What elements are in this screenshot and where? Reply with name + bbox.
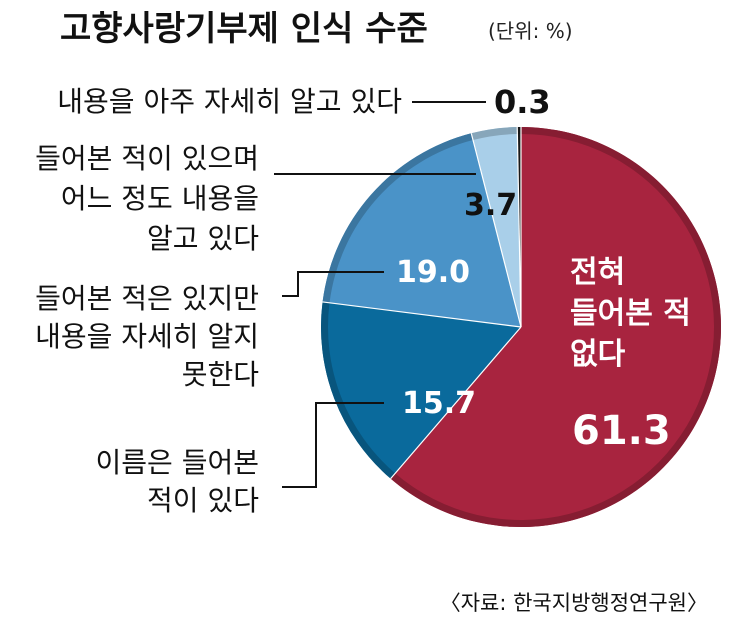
slice-label-line: 내용을 자세히 알지 <box>35 320 259 353</box>
slice-label-line: 적이 있다 <box>147 484 259 517</box>
pie-slice-1 <box>390 127 721 527</box>
pie-slice-3 <box>322 133 521 327</box>
slice-separator <box>516 127 522 328</box>
slice-value-label: 19.0 <box>396 255 470 290</box>
slice-separator <box>470 133 522 328</box>
slice-value-label: 61.3 <box>572 408 671 454</box>
slice-value-label: 0.3 <box>494 83 551 121</box>
slice-label-line: 들어본 적이 있으며 <box>35 142 259 175</box>
pie-slice-rim-5 <box>517 127 521 135</box>
slice-separator <box>322 301 522 328</box>
slice-separator <box>390 326 522 480</box>
slice-label-line: 들어본 적은 있지만 <box>35 282 259 315</box>
slice-label-line: 내용을 아주 자세히 알고 있다 <box>57 85 402 118</box>
slice-label-line: 전혀 <box>570 255 625 290</box>
slice-label-line: 못한다 <box>182 358 259 391</box>
slice-value-label: 3.7 <box>464 188 517 223</box>
slice-value-label: 15.7 <box>402 386 476 421</box>
slice-label-line: 없다 <box>570 337 626 372</box>
unit-label: (단위: %) <box>488 19 573 43</box>
pie-slice-rim-2 <box>321 301 396 479</box>
leader-line <box>282 271 384 297</box>
leader-line <box>282 402 384 488</box>
slice-label-line: 어느 정도 내용을 <box>61 182 259 215</box>
source-label: 〈자료: 한국지방행정연구원〉 <box>440 591 708 615</box>
slice-label-line: 이름은 들어본 <box>96 446 259 479</box>
chart-title: 고향사랑기부제 인식 수준 <box>60 9 428 49</box>
slice-label-line: 알고 있다 <box>147 222 259 255</box>
slice-label-line: 들어본 적 <box>570 296 691 331</box>
pie-slice-2 <box>321 301 521 479</box>
pie-slice-rim-4 <box>471 127 518 141</box>
